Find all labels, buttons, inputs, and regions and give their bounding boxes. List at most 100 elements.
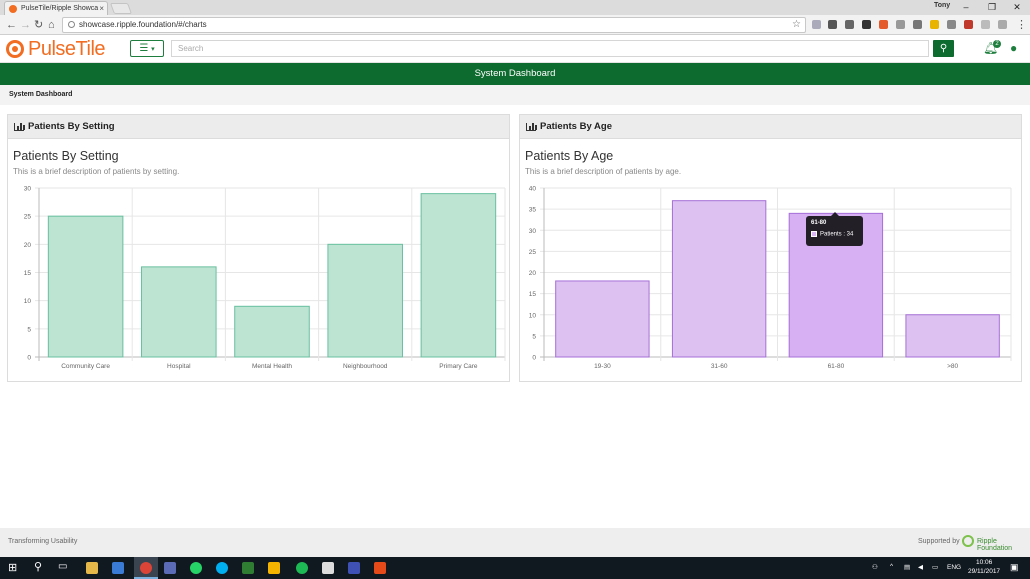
- clock-time[interactable]: 10:06: [976, 559, 993, 566]
- bar[interactable]: [141, 266, 217, 358]
- extension-icon[interactable]: [981, 20, 990, 29]
- windows-taskbar: ⊞ ⚲ ▭ ⚇ ^ ▤ ◀ ▭ ENG 10:06 29/11/2017 ▣: [0, 557, 1030, 579]
- y-tick-label: 30: [529, 228, 537, 235]
- notification-count-badge: 2: [993, 40, 1001, 48]
- skype-icon[interactable]: [216, 562, 228, 574]
- ripple-logo-icon[interactable]: [962, 535, 974, 547]
- extension-icon[interactable]: [947, 20, 956, 29]
- user-profile-icon[interactable]: ●: [1010, 41, 1018, 55]
- people-icon[interactable]: ⚇: [872, 564, 878, 571]
- app-icon[interactable]: [374, 562, 386, 574]
- breadcrumb-item[interactable]: System Dashboard: [9, 91, 73, 98]
- main-menu-button[interactable]: ☰ ▾: [130, 40, 164, 57]
- extension-icon[interactable]: [964, 20, 973, 29]
- spotify-icon[interactable]: [296, 562, 308, 574]
- hamburger-icon: ☰: [139, 43, 149, 54]
- browser-user-name[interactable]: Tony: [934, 2, 951, 9]
- x-tick-label: Community Care: [61, 363, 110, 370]
- extension-icon[interactable]: [998, 20, 1007, 29]
- breadcrumb: System Dashboard: [0, 85, 1030, 105]
- search-button[interactable]: ⚲: [933, 40, 954, 57]
- extension-icon[interactable]: [845, 20, 854, 29]
- volume-icon[interactable]: ◀: [918, 564, 923, 571]
- bar[interactable]: [327, 243, 403, 358]
- whatsapp-icon[interactable]: [190, 562, 202, 574]
- photos-icon[interactable]: [322, 562, 334, 574]
- new-tab-button[interactable]: [109, 3, 133, 14]
- search-icon: ⚲: [939, 43, 948, 54]
- panel-header: Patients By Setting: [8, 115, 509, 139]
- chart-tooltip: 61-80 Patients : 34: [806, 212, 863, 246]
- y-tick-label: 20: [24, 242, 32, 249]
- address-bar[interactable]: showcase.ripple.foundation/#/charts ☆: [62, 17, 806, 33]
- search-input[interactable]: [171, 40, 929, 57]
- bookmark-star-icon[interactable]: ☆: [792, 19, 801, 30]
- x-tick-label: 19-30: [594, 363, 611, 370]
- footer-supported-by: Supported by: [918, 538, 960, 545]
- app-icon[interactable]: [268, 562, 280, 574]
- x-tick-label: Neighbourhood: [343, 363, 388, 370]
- pulsetile-logo-icon[interactable]: [6, 40, 24, 58]
- x-tick-label: 31-60: [711, 363, 728, 370]
- search-icon[interactable]: ⚲: [34, 561, 43, 573]
- extension-icon[interactable]: [913, 20, 922, 29]
- bar[interactable]: [47, 215, 124, 358]
- action-center-icon[interactable]: ▣: [1010, 562, 1019, 572]
- windows-start-icon[interactable]: ⊞: [8, 562, 18, 574]
- bar[interactable]: [671, 200, 767, 358]
- task-view-icon[interactable]: ▭: [58, 561, 68, 572]
- browser-tab[interactable]: PulseTile/Ripple Showca ×: [4, 1, 108, 15]
- store-icon[interactable]: [112, 562, 124, 574]
- reload-icon[interactable]: ↻: [34, 19, 44, 31]
- language-indicator[interactable]: ENG: [947, 564, 962, 571]
- panel-header-title: Patients By Age: [540, 121, 612, 132]
- y-tick-label: 15: [24, 270, 32, 277]
- back-arrow-icon[interactable]: ←: [6, 19, 17, 31]
- bar[interactable]: [905, 314, 1000, 358]
- window-close-button[interactable]: ✕: [1013, 2, 1021, 12]
- bar[interactable]: [234, 305, 310, 358]
- window-minimize-button[interactable]: –: [963, 2, 969, 12]
- chrome-icon[interactable]: [140, 562, 152, 574]
- chart-title: Patients By Age: [525, 149, 614, 163]
- caret-down-icon: ▾: [151, 46, 155, 53]
- extension-icon[interactable]: [862, 20, 871, 29]
- app-icon[interactable]: [164, 562, 176, 574]
- app-icon[interactable]: [242, 562, 254, 574]
- extension-icon[interactable]: [879, 20, 888, 29]
- y-tick-label: 10: [24, 298, 32, 305]
- bar-chart-icon: [14, 123, 25, 131]
- y-tick-label: 5: [27, 326, 31, 333]
- bar[interactable]: [420, 193, 497, 358]
- extension-icon[interactable]: [812, 20, 821, 29]
- address-url: showcase.ripple.foundation/#/charts: [79, 20, 207, 29]
- window-restore-button[interactable]: ❐: [987, 2, 997, 12]
- clock-date[interactable]: 29/11/2017: [968, 568, 1001, 575]
- app-icon[interactable]: [348, 562, 360, 574]
- patients-by-age-panel: Patients By Age Patients By Age This is …: [519, 114, 1022, 382]
- tab-close-icon[interactable]: ×: [99, 4, 104, 13]
- tray-chevron-icon[interactable]: ^: [890, 563, 894, 570]
- y-tick-label: 10: [529, 312, 537, 319]
- extension-icon[interactable]: [930, 20, 939, 29]
- network-icon[interactable]: ▤: [904, 564, 911, 571]
- browser-menu-icon[interactable]: ⋮: [1016, 19, 1027, 31]
- extension-icon[interactable]: [828, 20, 837, 29]
- y-tick-label: 25: [24, 214, 32, 221]
- app-logo-text[interactable]: PulseTile: [28, 38, 106, 60]
- ripple-foundation-link[interactable]: Ripple Foundation: [977, 538, 1013, 552]
- file-explorer-icon[interactable]: [86, 562, 98, 574]
- favicon-icon: [9, 5, 17, 13]
- home-icon[interactable]: ⌂: [48, 19, 55, 31]
- patients-by-age-chart[interactable]: 0 5 10 15 20 25 30 35 40 19-30 31-60 61-80 >80: [520, 181, 1023, 381]
- bar[interactable]: [555, 280, 650, 358]
- page-info-icon[interactable]: [68, 21, 75, 28]
- app-header: PulseTile ☰ ▾ ⚲ 🔔︎ 2 ●: [0, 36, 1030, 63]
- browser-toolbar: ← → ↻ ⌂ showcase.ripple.foundation/#/cha…: [0, 15, 1030, 35]
- forward-arrow-icon[interactable]: →: [20, 19, 31, 31]
- tooltip-title: 61-80: [811, 220, 827, 226]
- battery-icon[interactable]: ▭: [932, 564, 939, 571]
- bar-chart-icon: [526, 123, 537, 131]
- extension-icon[interactable]: [896, 20, 905, 29]
- patients-by-setting-chart[interactable]: 0 5 10 15 20 25 30 Community Care Hospital Mental…: [8, 181, 511, 381]
